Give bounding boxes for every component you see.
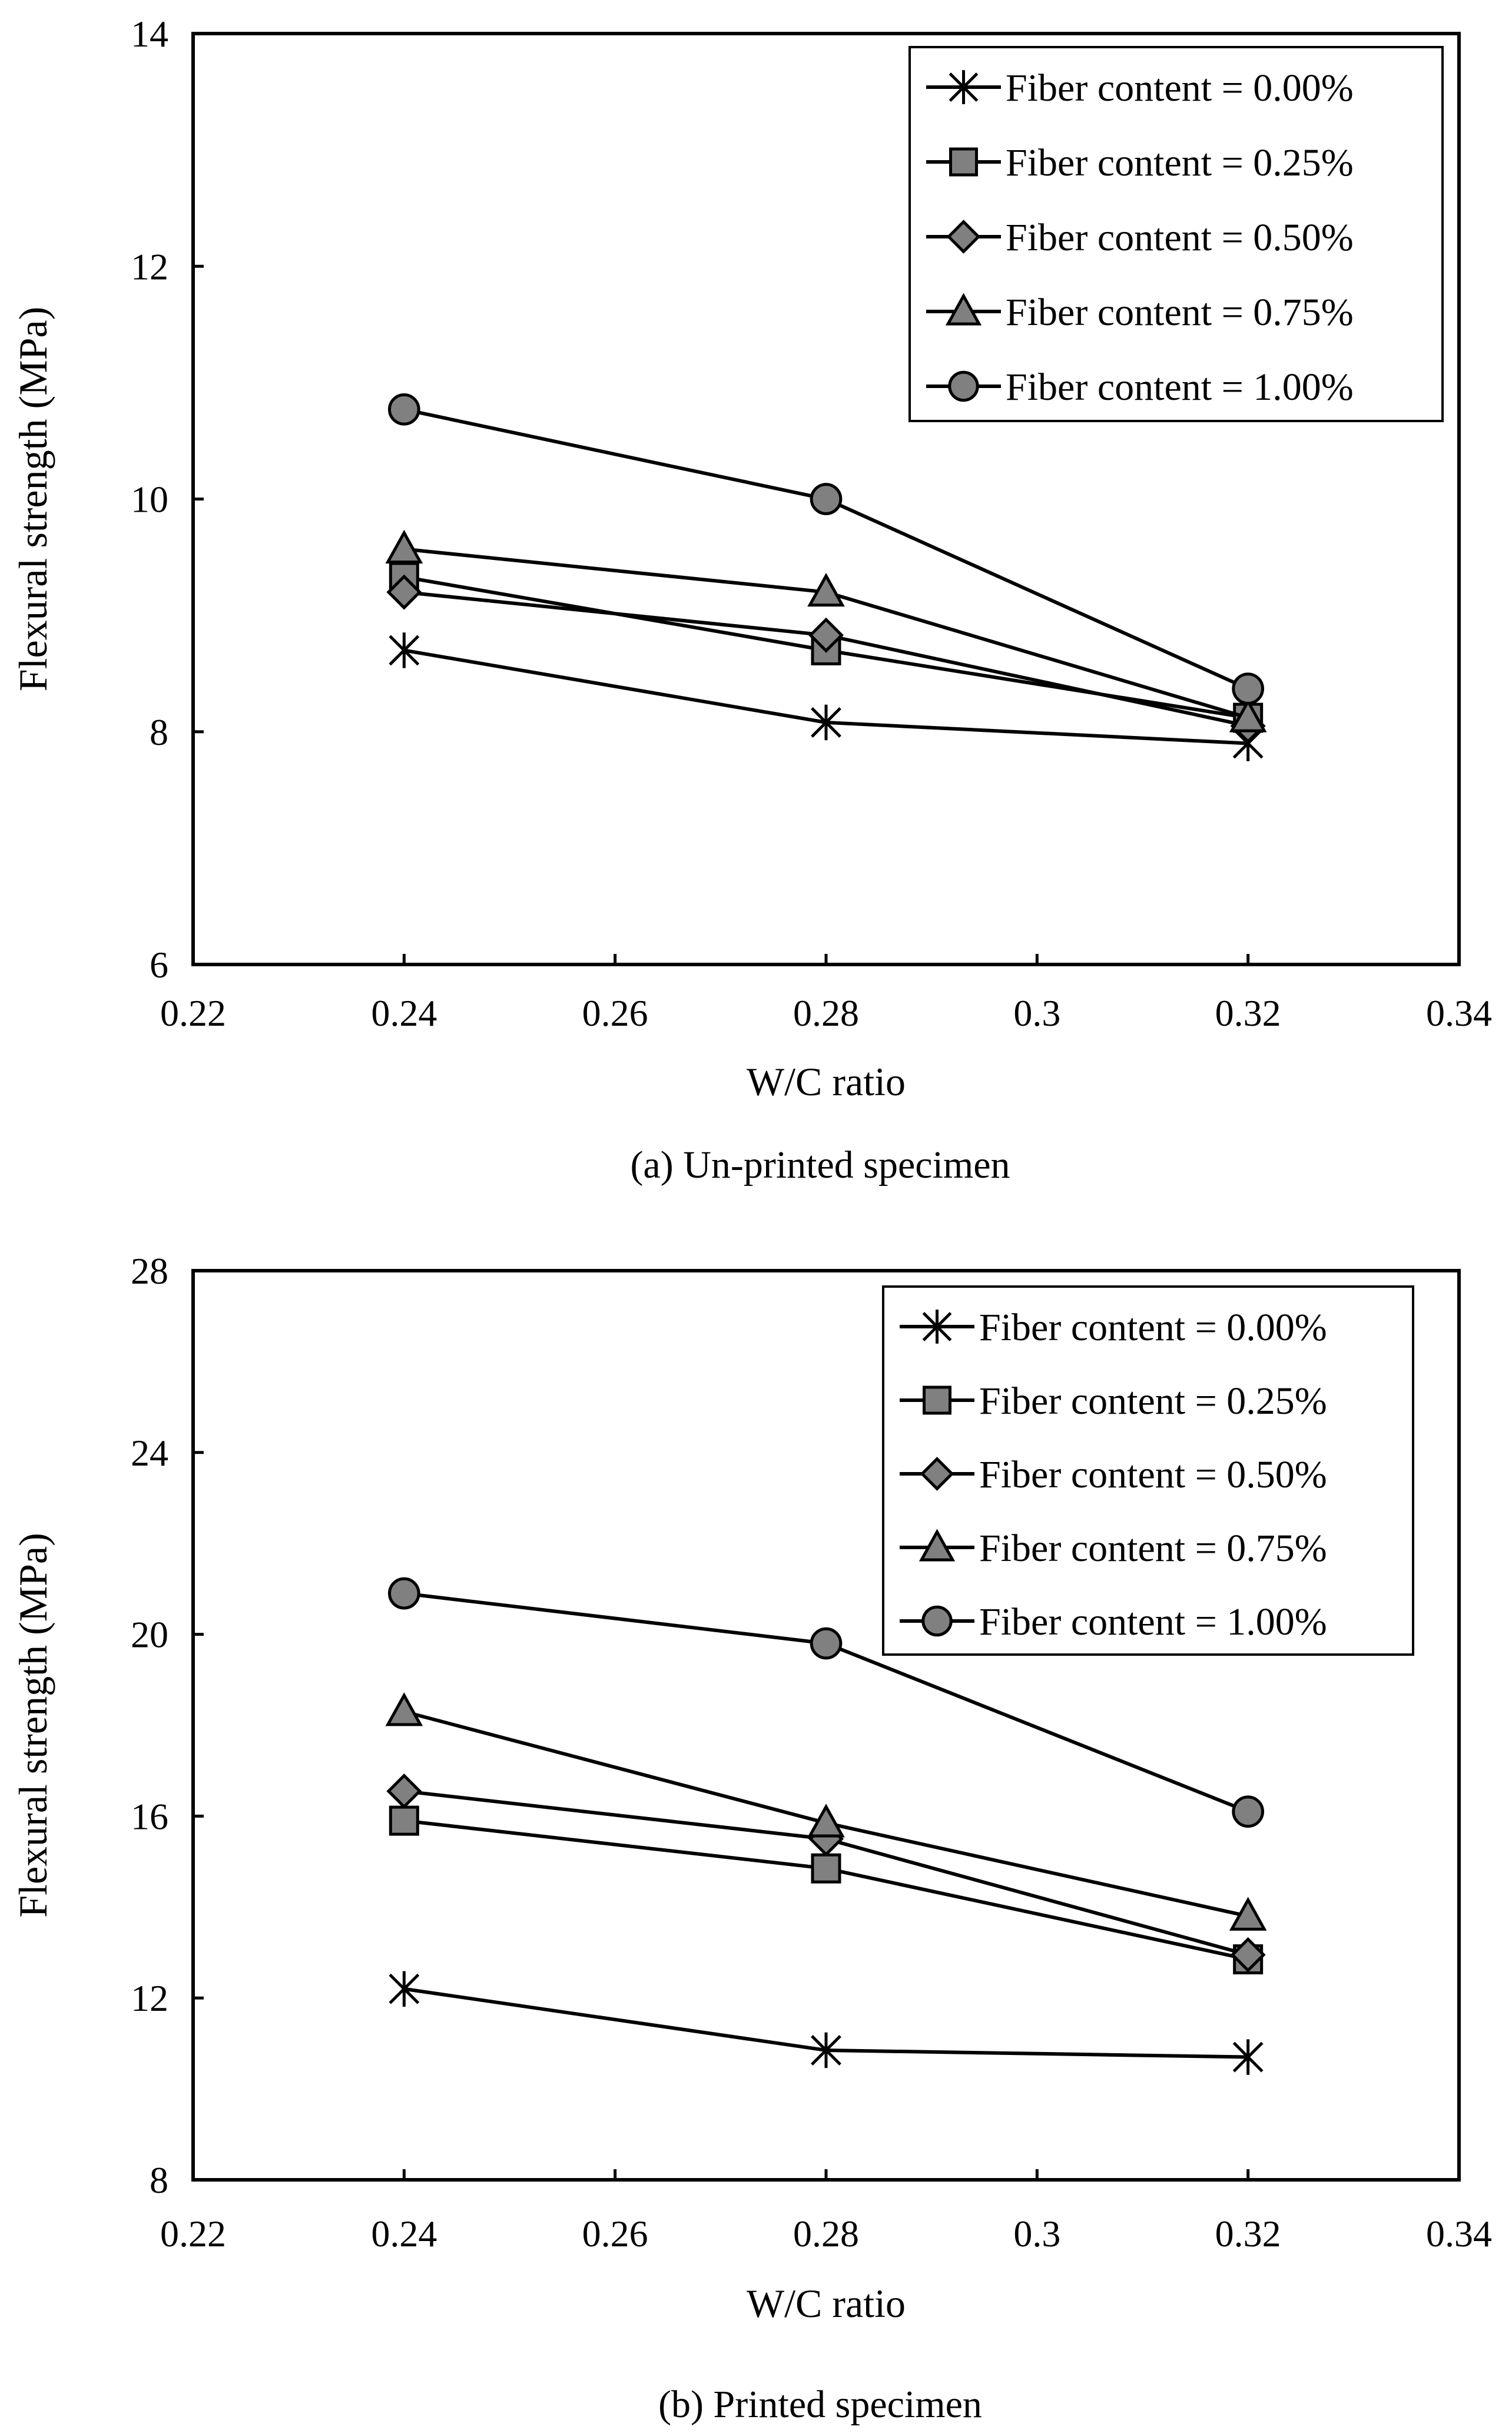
legend-marker: [945, 293, 982, 326]
data-point: [385, 529, 423, 564]
data-point: [810, 483, 843, 515]
figure-caption: (b) Printed specimen: [658, 2383, 982, 2426]
data-point: [810, 1627, 843, 1660]
data-point: [389, 632, 420, 668]
data-point: [385, 1692, 423, 1726]
y-tick-label: 28: [131, 1250, 168, 1292]
legend-marker: [919, 1529, 956, 1562]
legend-label: Fiber content = 0.50%: [979, 1453, 1327, 1496]
data-point: [1232, 672, 1265, 705]
series-circle: [387, 1577, 1265, 1828]
x-tick-label: 0.24: [371, 2213, 437, 2255]
legend-label: Fiber content = 0.75%: [979, 1527, 1327, 1570]
y-tick-label: 8: [150, 711, 168, 753]
y-tick-label: 24: [131, 1432, 168, 1474]
data-point: [387, 1577, 420, 1610]
y-tick-label: 20: [131, 1614, 168, 1656]
y-axis-title: Flexural strength (MPa): [11, 307, 55, 691]
legend-marker: [948, 370, 979, 402]
data-point: [807, 1804, 845, 1838]
figure-caption: (a) Un-printed specimen: [630, 1143, 1010, 1186]
x-tick-label: 0.28: [793, 2213, 859, 2255]
x-tick-label: 0.34: [1426, 2213, 1492, 2255]
legend-marker: [921, 1605, 953, 1637]
legend-marker: [923, 1385, 951, 1415]
legend: Fiber content = 0.00% Fiber content = 0.2…: [882, 1285, 1414, 1656]
legend-marker: [949, 70, 979, 104]
legend-label: Fiber content = 0.00%: [1006, 67, 1354, 110]
data-point: [807, 572, 845, 607]
x-tick-label: 0.26: [582, 2213, 648, 2255]
data-point: [811, 2032, 841, 2069]
y-tick-label: 6: [150, 944, 168, 986]
data-point: [1229, 698, 1267, 732]
y-tick-label: 8: [150, 2159, 168, 2201]
chart-a: 0.22 0.24 0.26 0.28 0.3 0.32 0.34 6 8 10 12 14 W/C r…: [11, 13, 1492, 1186]
legend-marker: [922, 1310, 952, 1344]
data-point: [808, 617, 844, 653]
data-point: [389, 1971, 420, 2007]
x-tick-label: 0.3: [1013, 992, 1060, 1034]
legend-label: Fiber content = 1.00%: [1006, 366, 1354, 409]
data-point: [811, 1853, 841, 1884]
y-tick-label: 12: [131, 1977, 168, 2019]
data-point: [1230, 1937, 1266, 1973]
legend-label: Fiber content = 1.00%: [979, 1600, 1327, 1643]
x-tick-label: 0.34: [1426, 992, 1492, 1034]
legend-box: [908, 46, 1444, 422]
y-tick-label: 10: [131, 479, 168, 521]
data-point: [386, 1773, 422, 1809]
data-point: [389, 1805, 419, 1836]
series-circle: [387, 393, 1265, 705]
data-point: [811, 704, 841, 741]
x-tick-label: 0.32: [1215, 2213, 1281, 2255]
data-point: [1232, 2039, 1264, 2075]
x-tick-label: 0.26: [582, 992, 648, 1034]
legend-label: Fiber content = 0.25%: [979, 1380, 1327, 1423]
data-point: [386, 574, 422, 610]
x-tick-label: 0.28: [793, 992, 859, 1034]
series-triangle: [385, 529, 1267, 732]
legend-box: [882, 1285, 1414, 1656]
data-point: [1232, 1795, 1265, 1828]
x-tick-label: 0.3: [1013, 2213, 1060, 2255]
y-axis-title: Flexural strength (MPa): [11, 1533, 55, 1917]
x-tick-label: 0.24: [371, 992, 437, 1034]
series-asterisk: [389, 1971, 1264, 2075]
legend-label: Fiber content = 0.25%: [1006, 141, 1354, 184]
data-point: [1229, 1897, 1267, 1931]
series-square: [389, 1805, 1264, 1975]
x-axis-title: W/C ratio: [747, 1059, 906, 1104]
y-tick-label: 16: [131, 1795, 168, 1837]
legend: Fiber content = 0.00% Fiber content = 0.2…: [908, 46, 1444, 422]
x-axis-title: W/C ratio: [747, 2281, 906, 2326]
data-point: [387, 393, 420, 426]
legend-label: Fiber content = 0.75%: [1006, 291, 1354, 334]
legend-marker: [946, 220, 981, 254]
x-tick-label: 0.32: [1215, 992, 1281, 1034]
x-tick-label: 0.22: [160, 2213, 226, 2255]
legend-marker: [949, 147, 978, 177]
y-tick-label: 14: [131, 13, 168, 55]
legend-label: Fiber content = 0.00%: [979, 1306, 1327, 1349]
series-triangle: [385, 1692, 1267, 1931]
x-tick-label: 0.22: [160, 992, 226, 1034]
y-tick-label: 12: [131, 246, 168, 287]
chart-b: 0.22 0.24 0.26 0.28 0.3 0.32 0.34 8 12 16 20 24 28 W/…: [11, 1250, 1492, 2426]
legend-marker: [920, 1457, 954, 1491]
legend-label: Fiber content = 0.50%: [1006, 216, 1354, 259]
